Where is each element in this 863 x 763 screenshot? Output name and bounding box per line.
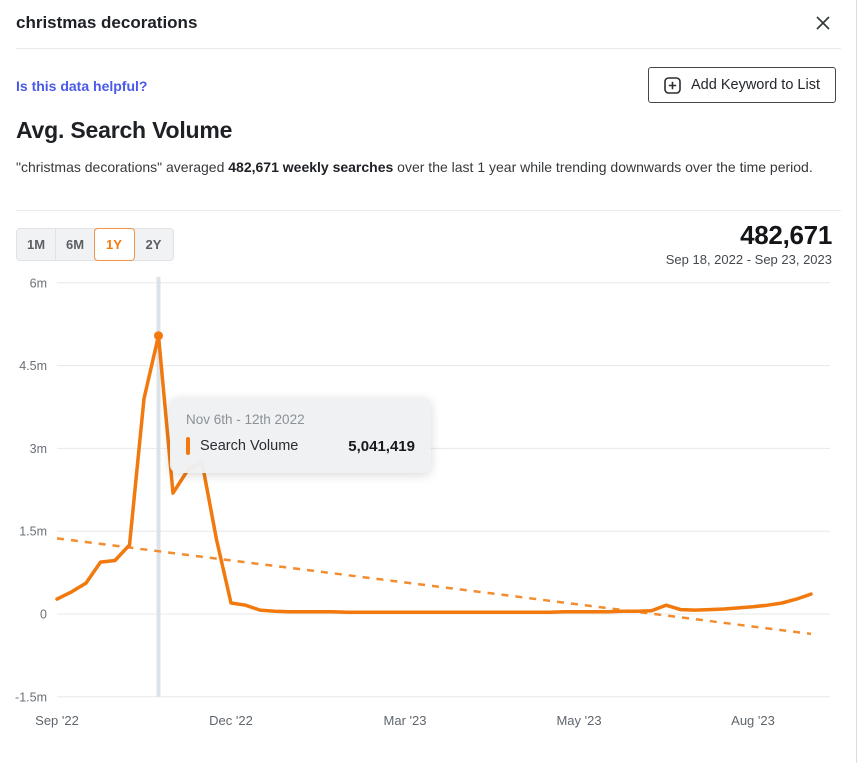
modal-header: christmas decorations xyxy=(0,0,847,48)
add-keyword-label: Add Keyword to List xyxy=(691,77,820,93)
range-button-2y[interactable]: 2Y xyxy=(134,229,173,260)
y-axis-label: -1.5m xyxy=(15,690,47,704)
desc-post: over the last 1 year while trending down… xyxy=(393,159,813,175)
y-axis-label: 4.5m xyxy=(19,359,47,373)
search-volume-line xyxy=(55,333,813,615)
series-marker-icon xyxy=(186,437,190,455)
hovered-point-dot xyxy=(154,331,163,341)
section-divider xyxy=(16,210,841,211)
y-axis-label: 0 xyxy=(40,608,47,622)
close-icon xyxy=(816,16,830,30)
range-button-1m[interactable]: 1M xyxy=(17,229,56,260)
time-range-selector: 1M 6M 1Y 2Y xyxy=(16,228,174,261)
desc-bold-stat: 482,671 weekly searches xyxy=(228,159,394,175)
x-axis-label: Dec '22 xyxy=(209,713,253,728)
tooltip-row: Search Volume 5,041,419 xyxy=(186,437,415,455)
x-axis-label: Sep '22 xyxy=(35,713,79,728)
x-axis-label: Aug '23 xyxy=(731,713,775,728)
data-helpful-link[interactable]: Is this data helpful? xyxy=(16,78,148,94)
chart-tooltip: Nov 6th - 12th 2022 Search Volume 5,041,… xyxy=(170,398,431,473)
panel-right-border xyxy=(856,0,857,763)
trend-line xyxy=(56,537,812,636)
section-heading: Avg. Search Volume xyxy=(16,117,233,143)
y-axis-label: 1.5m xyxy=(19,525,47,539)
keyword-title: christmas decorations xyxy=(16,13,198,32)
avg-search-volume-value: 482,671 xyxy=(740,220,832,250)
desc-pre: "christmas decorations" averaged xyxy=(16,159,229,175)
tooltip-value: 5,041,419 xyxy=(348,437,415,455)
plus-square-icon xyxy=(664,76,681,94)
date-range-label: Sep 18, 2022 - Sep 23, 2023 xyxy=(665,252,832,267)
chart-canvas: 6m 4.5m 3m 1.5m 0 -1.5m Sep '22 Dec '22 Mar '23 M… xyxy=(15,276,830,728)
search-volume-chart[interactable]: 6m 4.5m 3m 1.5m 0 -1.5m Sep '22 Dec '22 Mar '23 M… xyxy=(0,270,863,740)
header-divider xyxy=(16,48,841,49)
add-keyword-button[interactable]: Add Keyword to List xyxy=(648,67,836,103)
y-axis-label: 3m xyxy=(30,442,47,456)
tooltip-series-label: Search Volume xyxy=(200,438,299,454)
x-axis-label: May '23 xyxy=(556,713,601,728)
y-axis-label: 6m xyxy=(30,276,47,290)
tooltip-date-range: Nov 6th - 12th 2022 xyxy=(186,412,305,427)
range-button-6m[interactable]: 6M xyxy=(56,229,95,260)
section-description: "christmas decorations" averaged 482,671… xyxy=(16,157,836,177)
close-button[interactable] xyxy=(812,12,834,34)
range-button-1y[interactable]: 1Y xyxy=(95,229,134,260)
x-axis-label: Mar '23 xyxy=(384,713,427,728)
